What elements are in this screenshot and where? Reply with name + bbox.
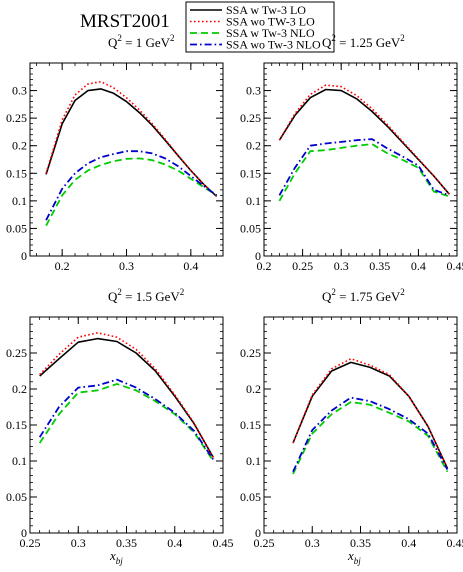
y-tick-label: 0.05: [240, 490, 261, 504]
x-tick-label: 0.45: [447, 536, 463, 550]
x-axis-label-left: xbj: [109, 548, 123, 566]
y-tick-label: 0: [21, 249, 27, 263]
y-tick-label: 0: [255, 526, 261, 540]
y-tick-label: 0.1: [12, 194, 27, 208]
series-line: [45, 80, 218, 197]
y-tick-label: 0.05: [6, 490, 27, 504]
x-axis-label-right: xbj: [347, 548, 361, 566]
x-tick-label: 0.3: [71, 536, 86, 550]
chart-panel: Q2 = 1.5 GeV2 0.25 0.3 0.35 0.4 0.45 0 0.05 0.1 0…: [6, 287, 234, 550]
y-tick-label: 0.05: [6, 221, 27, 235]
chart-panel: Q2 = 1.75 GeV2 0.25 0.3 0.35 0.4 0.45 0 0.05 0.1…: [240, 287, 463, 550]
series-line: [45, 88, 218, 197]
y-tick-label: 0: [255, 249, 261, 263]
y-tick-label: 0.25: [240, 346, 261, 360]
x-tick-label: 0.4: [183, 259, 198, 273]
x-axis-label-main: x: [109, 548, 116, 563]
x-tick-label: 0.2: [257, 259, 272, 273]
x-tick-label: 0.25: [292, 259, 313, 273]
series-line: [39, 331, 214, 458]
chart-panel: Q2 = 1.25 GeV2 0.2 0.25 0.3 0.35 0.4 0.45 0 0.05…: [240, 33, 463, 273]
x-tick-label: 0.25: [20, 536, 41, 550]
series-line: [278, 143, 450, 202]
y-tick-label: 0.15: [240, 418, 261, 432]
y-tick-label: 0.3: [12, 84, 27, 98]
legend-label: SSA w Tw-3 NLO: [226, 26, 315, 40]
x-tick-label: 0.45: [213, 536, 234, 550]
series-line: [292, 396, 449, 473]
x-tick-label: 0.25: [254, 536, 275, 550]
legend-label: SSA wo Tw-3 NLO: [226, 38, 321, 52]
y-tick-label: 0.25: [6, 111, 27, 125]
y-tick-label: 0.15: [240, 166, 261, 180]
y-tick-label: 0.25: [6, 346, 27, 360]
y-tick-label: 0.1: [12, 454, 27, 468]
series-line: [45, 157, 218, 227]
series-line: [292, 361, 449, 469]
series-line: [278, 88, 450, 195]
y-tick-label: 0: [21, 526, 27, 540]
y-tick-label: 0.2: [12, 382, 27, 396]
y-tick-label: 0.1: [246, 454, 261, 468]
series-line: [278, 84, 450, 195]
x-tick-label: 0.35: [369, 259, 390, 273]
series-line: [278, 138, 450, 197]
series-line: [38, 378, 215, 461]
legend-label: SSA wo TW-3 LO: [226, 15, 315, 29]
chart-panel: Q2 = 1 GeV2 0.2 0.3 0.4 0 0.05 0.1 0.15 0.2 0.25 0…: [6, 33, 224, 273]
series-line: [292, 357, 449, 469]
y-tick-label: 0.15: [6, 166, 27, 180]
series-line: [39, 337, 214, 458]
x-axis-label-sub: bj: [116, 556, 124, 566]
figure-title: MRST2001: [80, 11, 170, 32]
panel-title: Q2 = 1.25 GeV2: [322, 33, 405, 50]
x-axis-label-main: x: [347, 548, 354, 563]
panel-title: Q2 = 1 GeV2: [108, 33, 175, 50]
y-tick-label: 0.05: [240, 221, 261, 235]
y-tick-label: 0.25: [240, 111, 261, 125]
x-tick-label: 0.3: [119, 259, 134, 273]
series-line: [45, 150, 218, 221]
panel-title: Q2 = 1.5 GeV2: [108, 287, 184, 304]
y-tick-label: 0.2: [246, 139, 261, 153]
x-tick-label: 0.3: [334, 259, 349, 273]
series-line: [292, 401, 449, 475]
x-tick-label: 0.2: [55, 259, 70, 273]
legend-label: SSA w Tw-3 LO: [226, 3, 306, 17]
x-tick-label: 0.35: [350, 536, 371, 550]
x-axis-label-sub: bj: [354, 556, 362, 566]
x-tick-label: 0.4: [167, 536, 182, 550]
x-tick-label: 0.4: [401, 536, 416, 550]
y-tick-label: 0.3: [246, 84, 261, 98]
panel-title: Q2 = 1.75 GeV2: [322, 287, 405, 304]
series-line: [38, 383, 215, 462]
x-tick-label: 0.3: [305, 536, 320, 550]
y-tick-label: 0.2: [246, 382, 261, 396]
x-tick-label: 0.45: [447, 259, 463, 273]
y-tick-label: 0.1: [246, 194, 261, 208]
plot-frame: [263, 62, 458, 257]
x-tick-label: 0.35: [116, 536, 137, 550]
x-tick-label: 0.4: [411, 259, 426, 273]
y-tick-label: 0.2: [12, 139, 27, 153]
y-tick-label: 0.15: [6, 418, 27, 432]
